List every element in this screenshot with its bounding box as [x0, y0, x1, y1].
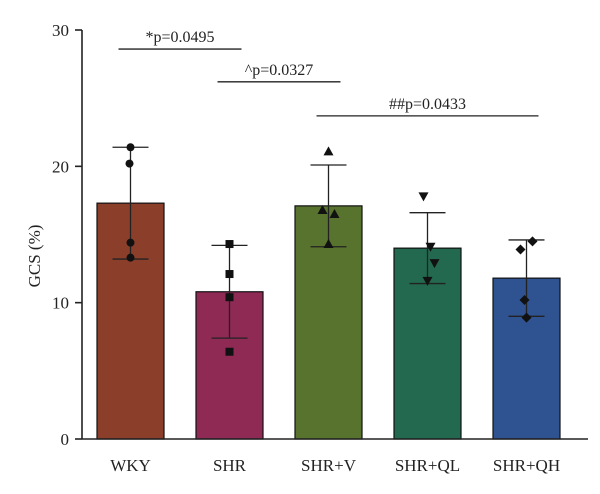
data-point — [323, 239, 334, 249]
data-point — [317, 204, 328, 214]
data-point — [126, 238, 135, 247]
data-point — [521, 312, 532, 323]
data-point — [527, 236, 538, 247]
y-axis-label: GCS (%) — [25, 225, 44, 288]
y-tick-label: 0 — [61, 430, 70, 449]
data-point — [422, 276, 433, 286]
significance-annotations: *p=0.0495 ^p=0.0327 ##p=0.0433 — [118, 29, 539, 117]
x-tick-label: SHR+V — [301, 456, 357, 475]
x-tick-label: WKY — [110, 456, 151, 475]
significance-label: ^p=0.0327 — [245, 62, 314, 79]
data-point — [125, 159, 134, 168]
x-tick-label: SHR+QH — [493, 456, 560, 475]
data-point — [418, 192, 429, 202]
y-tick-label: 10 — [52, 294, 69, 313]
data-point — [519, 294, 530, 305]
y-tick-label: 30 — [52, 21, 69, 40]
significance-label: ##p=0.0433 — [389, 96, 466, 113]
data-point — [126, 143, 135, 152]
data-point — [225, 293, 234, 302]
x-axis: WKY SHR SHR+V SHR+QL SHR+QH — [82, 438, 588, 475]
data-point — [515, 244, 526, 255]
data-point — [225, 347, 234, 356]
x-tick-label: SHR — [213, 456, 247, 475]
data-point — [329, 209, 340, 219]
bar-series — [96, 202, 561, 440]
data-point — [429, 259, 440, 269]
data-point — [323, 146, 334, 156]
y-axis: 0 10 20 30 — [52, 21, 83, 449]
data-point — [225, 240, 234, 249]
x-tick-label: SHR+QL — [395, 456, 460, 475]
significance-label: *p=0.0495 — [145, 29, 214, 46]
data-point — [425, 242, 436, 252]
data-point — [225, 270, 234, 279]
data-points — [125, 143, 538, 356]
y-tick-label: 20 — [52, 157, 69, 176]
data-point — [126, 253, 135, 262]
